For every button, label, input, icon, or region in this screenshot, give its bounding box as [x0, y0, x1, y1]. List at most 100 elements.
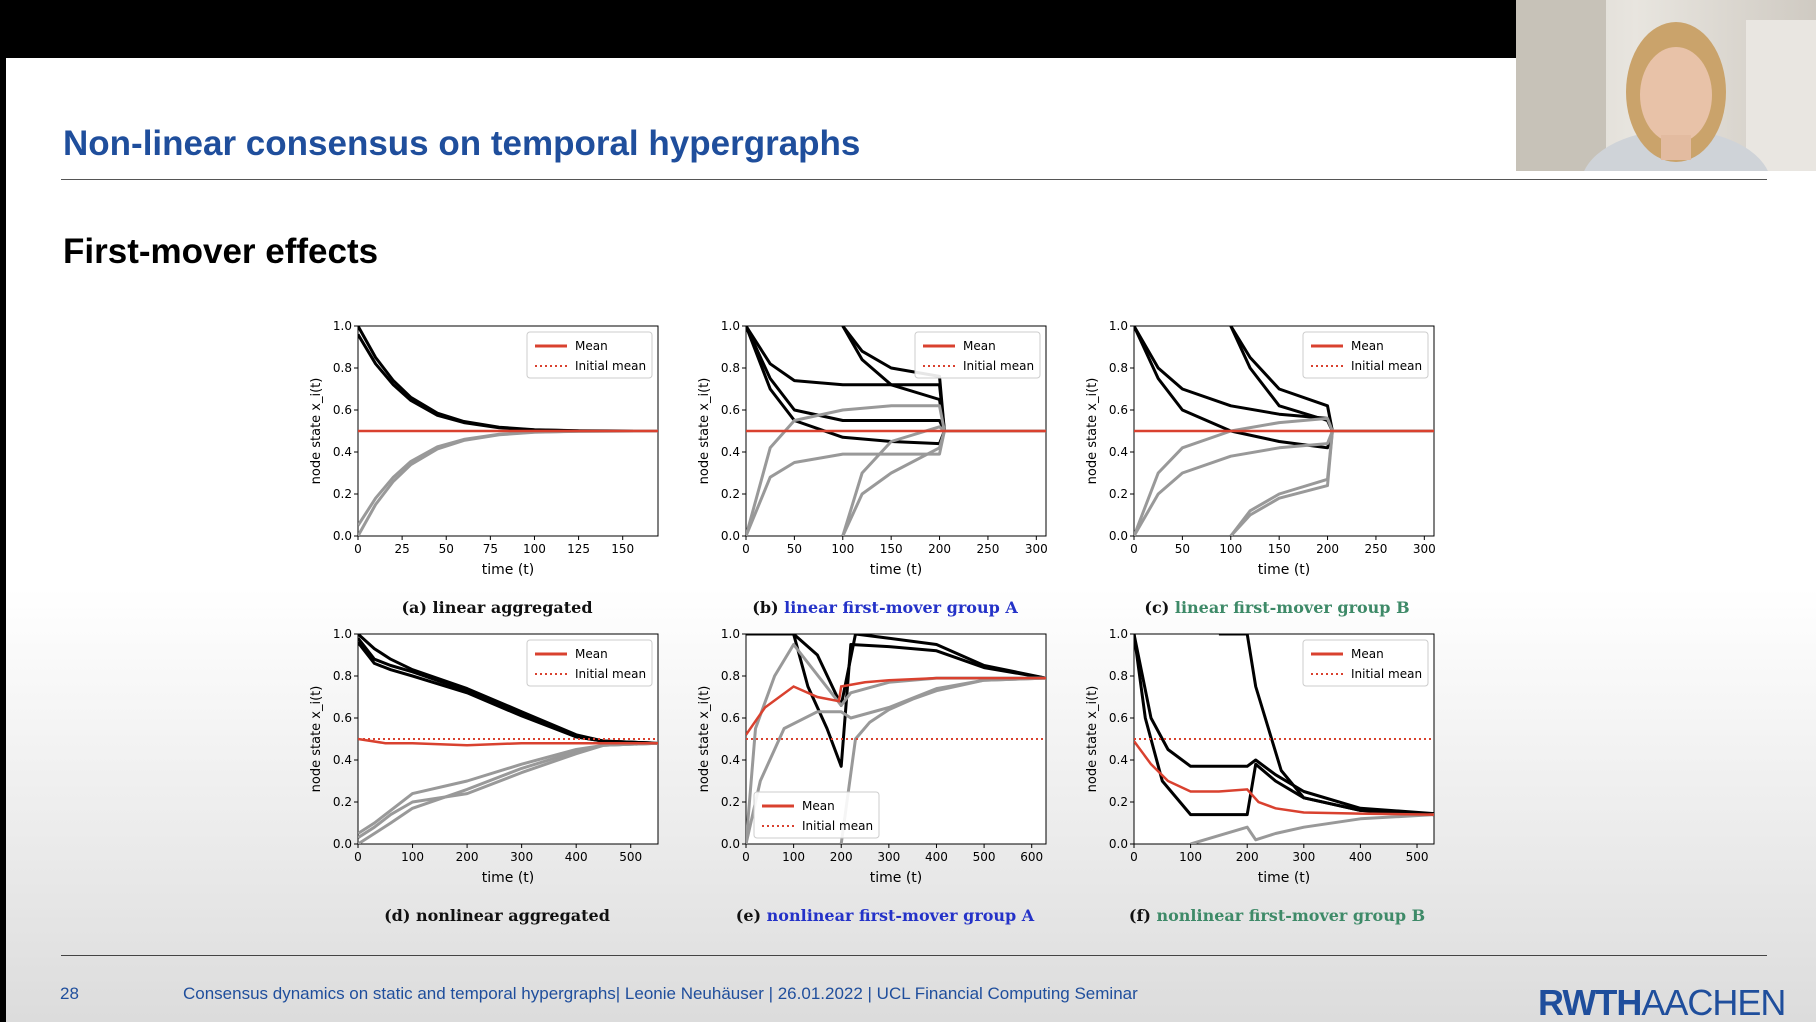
y-axis-label: node state x_i(t): [1085, 686, 1100, 793]
y-tick-label: 0.8: [333, 361, 352, 375]
x-tick-label: 300: [1292, 850, 1315, 864]
rwth-logo: RWTHAACHEN: [1538, 982, 1786, 1024]
chart-legend: Mean Initial mean: [526, 639, 653, 687]
caption-prefix: (c): [1144, 598, 1175, 617]
logo-bold-text: RWTH: [1538, 982, 1642, 1023]
caption-text: nonlinear first-mover group A: [766, 906, 1035, 925]
x-tick-label: 0: [354, 850, 362, 864]
series-group: [746, 634, 1046, 844]
chart-caption-c: (c) linear first-mover group B: [1144, 598, 1409, 617]
x-tick-label: 50: [787, 542, 802, 556]
x-tick-label: 250: [1364, 542, 1387, 556]
y-axis-label: node state x_i(t): [309, 686, 324, 793]
x-tick-label: 300: [1025, 542, 1048, 556]
y-axis-label: node state x_i(t): [309, 378, 324, 485]
x-tick-label: 200: [1316, 542, 1339, 556]
x-tick-label: 100: [1179, 850, 1202, 864]
caption-text: linear first-mover group B: [1174, 598, 1410, 617]
legend-entry: Mean: [575, 647, 608, 661]
chart-caption-f: (f) nonlinear first-mover group B: [1129, 906, 1425, 925]
y-tick-label: 0.4: [721, 753, 740, 767]
chart-panel-b: 0 50 100 150 200 250 300 0.0 0.2 0.4 0.6 0.8 1.0 time…: [697, 319, 1048, 578]
x-tick-label: 200: [928, 542, 951, 556]
x-tick-label: 100: [401, 850, 424, 864]
x-tick-label: 150: [611, 542, 634, 556]
x-tick-label: 0: [1130, 542, 1138, 556]
x-tick-label: 50: [439, 542, 454, 556]
x-tick-label: 100: [782, 850, 805, 864]
y-tick-label: 0.4: [721, 445, 740, 459]
legend-entry: Mean: [575, 339, 608, 353]
x-tick-label: 500: [619, 850, 642, 864]
node-trajectory-line: [792, 634, 1046, 768]
y-tick-label: 0.8: [333, 669, 352, 683]
y-tick-label: 0.4: [333, 445, 352, 459]
x-tick-label: 100: [523, 542, 546, 556]
y-tick-label: 0.6: [721, 403, 740, 417]
y-tick-label: 1.0: [333, 319, 352, 333]
x-tick-label: 400: [925, 850, 948, 864]
x-tick-label: 200: [830, 850, 853, 864]
y-axis-label: node state x_i(t): [697, 686, 712, 793]
caption-prefix: (f): [1128, 906, 1157, 925]
legend-entry: Initial mean: [1351, 667, 1422, 681]
slide-subtitle: First-mover effects: [63, 232, 379, 271]
caption-text: nonlinear aggregated: [415, 906, 610, 925]
mean-line: [746, 676, 1046, 736]
y-tick-label: 0.6: [333, 403, 352, 417]
slide-title: Non-linear consensus on temporal hypergr…: [63, 124, 861, 163]
y-tick-label: 1.0: [721, 319, 740, 333]
y-tick-label: 0.2: [1109, 795, 1128, 809]
node-trajectory-line: [1134, 634, 1434, 816]
y-tick-label: 0.6: [1109, 711, 1128, 725]
legend-entry: Initial mean: [575, 359, 646, 373]
footer-text: Consensus dynamics on static and tempora…: [183, 984, 1138, 1003]
x-axis-label: time (t): [1258, 562, 1311, 578]
y-tick-label: 0.8: [1109, 669, 1128, 683]
video-left-bar: [0, 58, 6, 1022]
x-tick-label: 600: [1020, 850, 1043, 864]
y-tick-label: 0.8: [721, 361, 740, 375]
x-tick-label: 300: [877, 850, 900, 864]
x-tick-label: 0: [354, 542, 362, 556]
chart-panel-c: 0 50 100 150 200 250 300 0.0 0.2 0.4 0.6 0.8 1.0 time…: [1085, 319, 1436, 578]
y-tick-label: 0.8: [721, 669, 740, 683]
y-tick-label: 0.0: [333, 837, 352, 851]
chart-panel-a: 0 25 50 75 100 125 150 0.0 0.2 0.4 0.6 0.8 1.0 time (…: [309, 319, 659, 578]
y-tick-label: 0.8: [1109, 361, 1128, 375]
series-group: [358, 326, 658, 536]
y-tick-label: 0.6: [721, 711, 740, 725]
series-group: [1134, 326, 1434, 536]
x-axis-label: time (t): [482, 562, 535, 578]
x-tick-label: 300: [510, 850, 533, 864]
x-tick-label: 150: [1268, 542, 1291, 556]
chart-caption-e: (e) nonlinear first-mover group A: [736, 906, 1034, 925]
x-tick-label: 0: [1130, 850, 1138, 864]
title-divider: [61, 179, 1767, 180]
y-tick-label: 0.6: [1109, 403, 1128, 417]
webcam-video: [1516, 0, 1816, 171]
x-axis-label: time (t): [870, 562, 923, 578]
y-tick-label: 0.2: [721, 487, 740, 501]
y-tick-label: 1.0: [333, 627, 352, 641]
x-tick-label: 0: [742, 542, 750, 556]
series-group: [1134, 634, 1434, 844]
series-group: [358, 634, 658, 844]
y-tick-label: 0.4: [1109, 445, 1128, 459]
y-tick-label: 0.0: [721, 837, 740, 851]
chart-legend: Mean Initial mean: [526, 331, 653, 379]
series-group: [746, 326, 1046, 536]
y-axis-label: node state x_i(t): [1085, 378, 1100, 485]
x-tick-label: 100: [831, 542, 854, 556]
y-tick-label: 1.0: [1109, 319, 1128, 333]
y-tick-label: 0.4: [1109, 753, 1128, 767]
caption-prefix: (d): [384, 906, 416, 925]
x-tick-label: 500: [1406, 850, 1429, 864]
x-tick-label: 300: [1413, 542, 1436, 556]
x-tick-label: 125: [567, 542, 590, 556]
node-trajectory-line: [1218, 634, 1434, 817]
x-tick-label: 100: [1219, 542, 1242, 556]
x-axis-label: time (t): [482, 870, 535, 886]
legend-entry: Mean: [802, 799, 835, 813]
x-tick-label: 25: [394, 542, 409, 556]
